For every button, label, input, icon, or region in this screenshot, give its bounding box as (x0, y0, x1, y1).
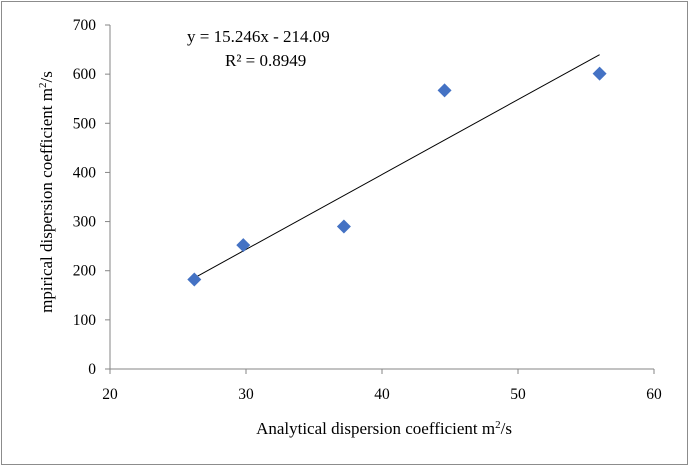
x-tick-label: 40 (374, 386, 390, 403)
r-squared-label: R² = 0.8949 (225, 51, 306, 70)
data-point-diamond (236, 238, 251, 253)
x-axis-ticks: 20 30 40 50 60 (102, 369, 662, 403)
x-tick-label: 30 (238, 386, 254, 403)
y-axis-title: mpirical dispersion coefficient m2/s (37, 71, 56, 313)
y-tick-label: 700 (73, 17, 97, 34)
y-tick-label: 300 (73, 214, 97, 231)
data-point-diamond (437, 83, 452, 98)
trendline-equation: y = 15.246x - 214.09 (187, 27, 330, 46)
x-tick-label: 50 (510, 386, 526, 403)
trendline (194, 54, 600, 279)
y-tick-label: 400 (73, 164, 97, 181)
data-point-diamond (336, 219, 351, 234)
y-tick-label: 100 (73, 312, 97, 329)
x-tick-label: 60 (646, 386, 662, 403)
data-point-diamond (592, 66, 607, 81)
x-tick-label: 20 (102, 386, 118, 403)
y-tick-label: 600 (73, 66, 97, 83)
data-points (187, 66, 607, 287)
x-axis-title: Analytical dispersion coefficient m2/s (256, 419, 512, 438)
y-tick-label: 200 (73, 263, 97, 280)
plot-axes (109, 25, 654, 370)
data-point-diamond (187, 272, 202, 287)
y-axis-ticks: 0 100 200 300 400 500 600 700 (73, 17, 110, 378)
y-tick-label: 500 (73, 115, 97, 132)
y-tick-label: 0 (88, 361, 96, 378)
